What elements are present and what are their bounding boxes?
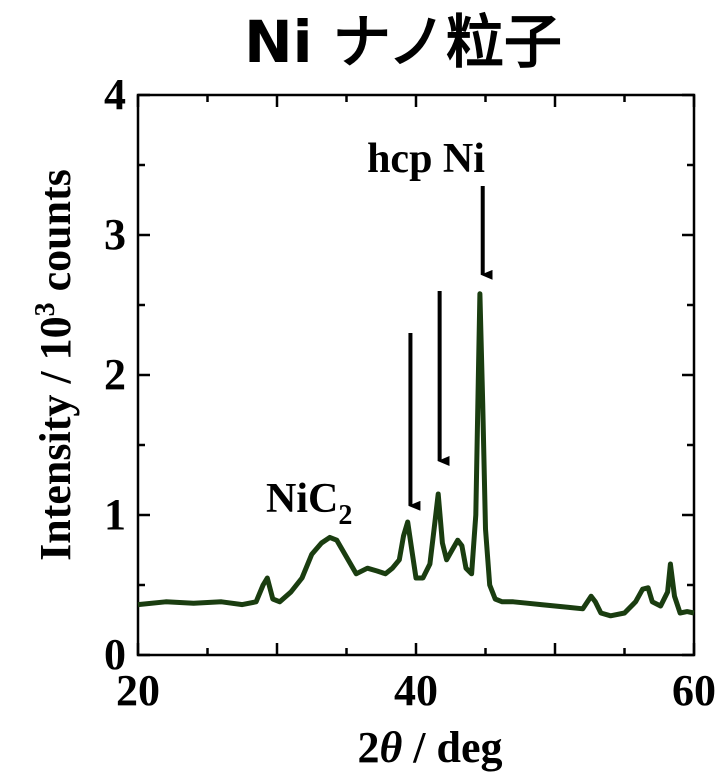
y-tick-label: 0 [104,630,126,679]
peak-arrows [408,186,493,511]
x-axis-label-prefix: 2 [357,723,379,772]
annotation-nic2-sub: 2 [338,500,352,531]
x-axis-label: 2θ / deg [357,723,502,772]
y-axis-label: Intensity / 103 counts [30,169,80,561]
x-tick-label: 40 [394,666,438,715]
annotation-hcp-ni: hcp Ni [367,136,485,182]
annotation-nic2: NiC2 [266,476,352,531]
y-tick-label: 1 [104,490,126,539]
y-axis-label-main: Intensity / 10 [31,316,80,560]
y-tick-label: 3 [104,210,126,259]
axis-ticks [136,93,696,657]
y-tick-label: 2 [104,350,126,399]
x-tick-label: 20 [116,666,160,715]
xrd-pattern-line [137,291,695,619]
y-tick-label: 4 [104,70,126,119]
y-axis-label-sup: 3 [30,302,61,316]
x-tick-label: 60 [672,666,716,715]
x-axis-label-theta: θ [379,723,402,772]
y-axis-label-tail: counts [31,169,80,302]
tick-labels: 0 1 2 3 4 20 40 60 [104,70,716,715]
annotation-nic2-main: NiC [266,476,338,522]
x-axis-label-suffix: / deg [402,723,502,772]
chart-title: Ni ナノ粒子 [244,8,562,76]
